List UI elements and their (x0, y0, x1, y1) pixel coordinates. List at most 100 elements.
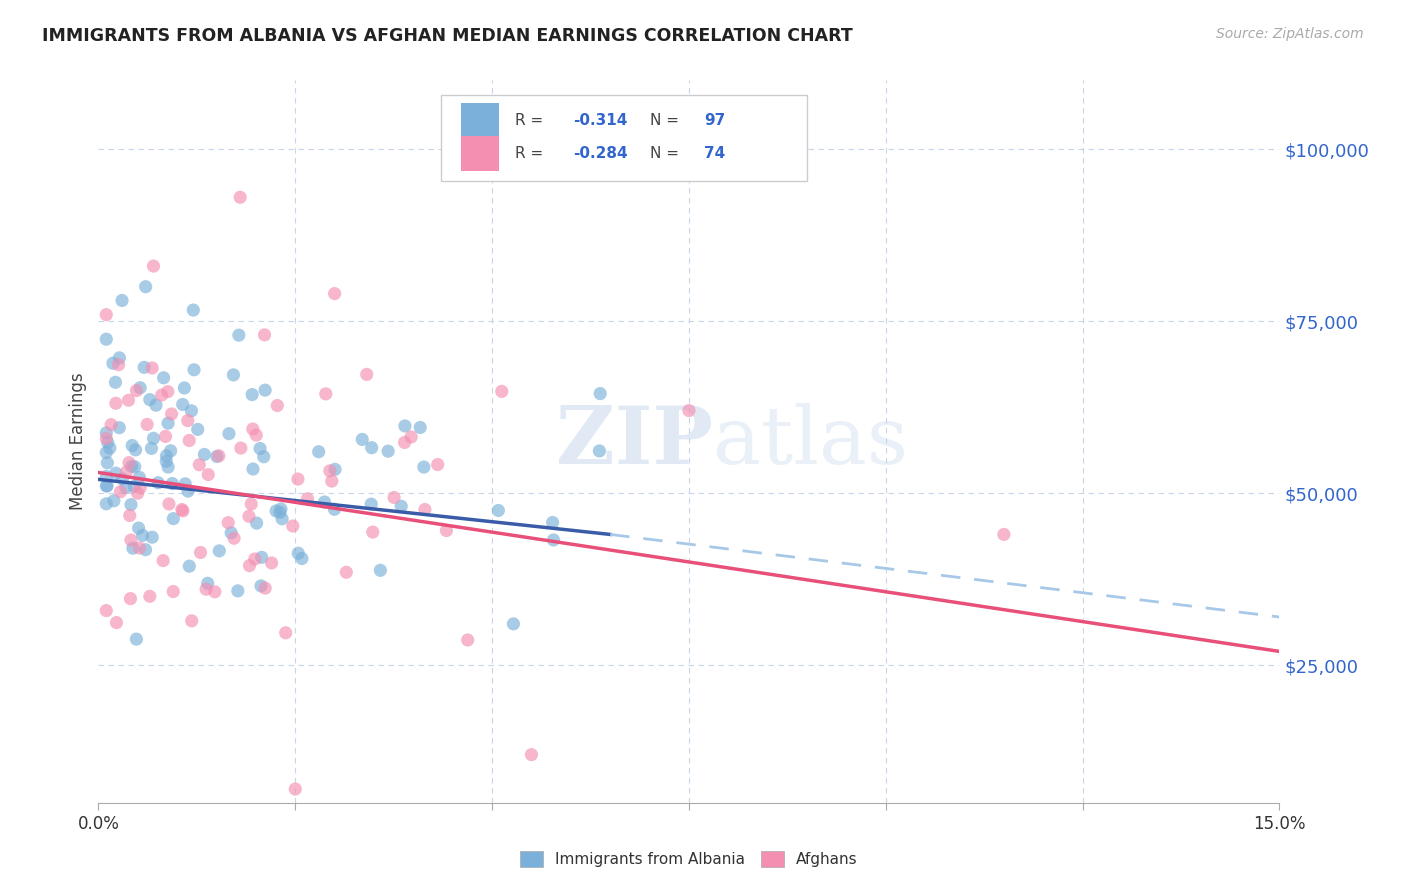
Point (110, 484, 132, 499)
Point (238, 558, 260, 573)
Point (250, 550, 273, 565)
Point (155, 429, 177, 443)
Point (108, 351, 131, 365)
Point (274, 625, 297, 640)
Point (360, 497, 382, 511)
Point (260, 556, 283, 570)
Point (139, 392, 162, 407)
Point (436, 524, 458, 538)
Point (162, 476, 184, 491)
Point (96, 456, 118, 470)
Point (142, 259, 165, 273)
Point (96, 425, 118, 440)
Point (135, 279, 157, 293)
Point (242, 462, 264, 476)
Point (115, 465, 138, 479)
Point (139, 590, 162, 604)
Point (197, 576, 219, 591)
Point (321, 474, 343, 488)
Point (308, 444, 330, 458)
Point (254, 383, 277, 397)
FancyBboxPatch shape (461, 136, 499, 170)
Point (157, 497, 180, 511)
Point (96, 445, 118, 459)
Point (128, 541, 150, 555)
Point (426, 458, 449, 472)
Point (117, 393, 139, 408)
Point (389, 500, 412, 514)
Point (264, 504, 287, 518)
Point (208, 544, 231, 558)
Point (180, 614, 202, 628)
Point (352, 433, 374, 447)
Point (399, 430, 422, 444)
Point (111, 293, 134, 308)
Point (118, 508, 141, 523)
Point (240, 497, 263, 511)
Point (124, 442, 146, 457)
Point (134, 542, 156, 557)
Point (96, 431, 118, 445)
Point (104, 396, 127, 410)
Point (187, 422, 209, 436)
Point (360, 441, 382, 455)
Point (238, 509, 260, 524)
Point (98, 441, 121, 455)
Text: Source: ZipAtlas.com: Source: ZipAtlas.com (1216, 27, 1364, 41)
Point (413, 502, 436, 516)
Point (502, 616, 524, 631)
Text: ZIP: ZIP (555, 402, 713, 481)
Point (150, 388, 173, 402)
Point (125, 384, 148, 398)
Point (229, 190, 252, 204)
Point (120, 591, 142, 606)
Point (197, 467, 219, 482)
Point (520, 747, 543, 762)
Text: 74: 74 (704, 145, 725, 161)
FancyBboxPatch shape (441, 95, 807, 181)
Point (155, 449, 177, 463)
Text: IMMIGRANTS FROM ALBANIA VS AFGHAN MEDIAN EARNINGS CORRELATION CHART: IMMIGRANTS FROM ALBANIA VS AFGHAN MEDIAN… (42, 27, 853, 45)
Point (486, 503, 509, 517)
Point (253, 450, 276, 464)
Point (159, 443, 181, 458)
Point (104, 376, 127, 390)
Point (162, 511, 184, 525)
Text: -0.314: -0.314 (574, 113, 627, 128)
Point (287, 472, 309, 486)
Point (96, 604, 118, 618)
Point (120, 533, 142, 547)
Point (491, 384, 513, 399)
Point (589, 386, 612, 401)
Point (208, 449, 231, 463)
Point (319, 464, 342, 478)
Point (269, 505, 291, 519)
Point (179, 559, 201, 574)
Point (541, 516, 564, 530)
Point (229, 441, 252, 455)
Point (323, 462, 346, 476)
Point (180, 404, 202, 418)
Point (100, 417, 122, 432)
Point (222, 531, 245, 545)
Point (678, 403, 700, 417)
Point (181, 303, 204, 318)
Point (121, 438, 143, 452)
Point (146, 475, 169, 490)
Point (173, 381, 195, 395)
Point (128, 470, 150, 484)
Point (222, 368, 245, 382)
Point (195, 582, 218, 596)
Point (335, 566, 357, 580)
Point (125, 632, 148, 647)
Point (108, 420, 131, 434)
Point (284, 782, 307, 797)
Point (152, 553, 174, 567)
Point (271, 512, 294, 526)
Point (128, 521, 150, 535)
Point (157, 460, 180, 475)
Point (177, 484, 200, 499)
Point (141, 530, 163, 544)
Point (131, 528, 153, 542)
Point (177, 414, 200, 428)
